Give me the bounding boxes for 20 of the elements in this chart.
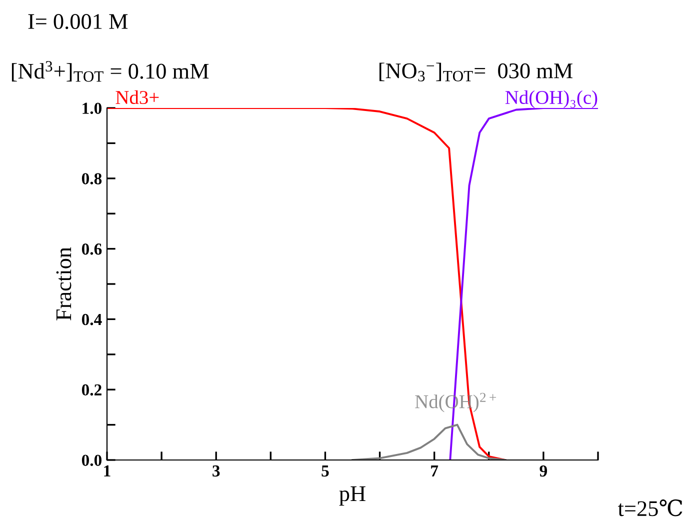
text: I= 0.001 M — [28, 14, 128, 30]
text: t=25℃ — [618, 499, 682, 516]
x-tick-label: 5 — [322, 466, 329, 477]
x-tick-label: 3 — [212, 465, 220, 477]
y-axis-title: Fraction — [56, 247, 72, 320]
y-tick-label: 0.4 — [82, 314, 102, 326]
y-tick-label: 0.6 — [82, 244, 102, 255]
series-label: Nd(OH)₃(c) — [505, 90, 598, 108]
y-tick-label: 0.2 — [82, 384, 102, 396]
x-tick-label: 7 — [431, 466, 438, 476]
y-tick-label: 0.8 — [82, 173, 102, 184]
line-series — [352, 424, 506, 460]
x-tick-label: 9 — [540, 465, 548, 477]
x-tick-label: 1 — [104, 465, 110, 476]
series-label: Nd3+ — [116, 90, 159, 104]
text: [NO$_{3}$$^{−}$]$_{TOT}$= 030 mM — [380, 62, 573, 82]
y-tick-label: 0.0 — [82, 454, 102, 466]
x-axis-title: pH — [339, 486, 366, 506]
y-tick-label: 1.0 — [82, 102, 102, 114]
text: [Nd$^{3}$+]$_{TOT}$ = 0.10 mM — [12, 61, 209, 82]
